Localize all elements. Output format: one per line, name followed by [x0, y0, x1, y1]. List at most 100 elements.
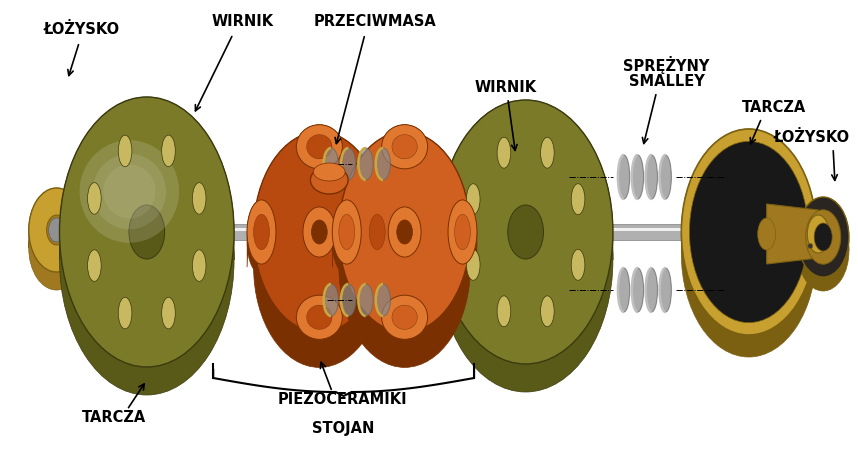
Ellipse shape	[296, 295, 342, 339]
Polygon shape	[247, 200, 276, 267]
Ellipse shape	[376, 284, 390, 316]
Ellipse shape	[497, 296, 511, 327]
Text: TARCZA: TARCZA	[82, 411, 146, 425]
Ellipse shape	[807, 244, 813, 249]
Ellipse shape	[660, 268, 671, 312]
Ellipse shape	[455, 214, 470, 250]
Ellipse shape	[29, 188, 84, 272]
Ellipse shape	[690, 141, 808, 323]
Ellipse shape	[376, 148, 390, 180]
Polygon shape	[29, 188, 84, 248]
Text: ŁOŻYSKO: ŁOŻYSKO	[43, 23, 119, 38]
Text: ŁOŻYSKO: ŁOŻYSKO	[773, 131, 849, 145]
Text: SPRĘŻYNY: SPRĘŻYNY	[623, 56, 710, 74]
Ellipse shape	[323, 284, 338, 316]
Ellipse shape	[103, 164, 155, 219]
Ellipse shape	[88, 182, 101, 214]
Ellipse shape	[508, 205, 543, 259]
Ellipse shape	[646, 268, 657, 312]
Ellipse shape	[46, 215, 66, 245]
Polygon shape	[448, 200, 477, 267]
Ellipse shape	[341, 284, 356, 316]
Polygon shape	[438, 100, 613, 260]
Ellipse shape	[681, 151, 816, 357]
Ellipse shape	[161, 297, 175, 329]
Ellipse shape	[311, 220, 327, 244]
Ellipse shape	[660, 155, 671, 199]
Ellipse shape	[797, 197, 849, 277]
Ellipse shape	[93, 154, 166, 229]
Ellipse shape	[254, 131, 385, 332]
Polygon shape	[681, 129, 816, 254]
Polygon shape	[296, 125, 342, 182]
Ellipse shape	[332, 200, 361, 264]
Ellipse shape	[118, 135, 132, 167]
Ellipse shape	[758, 218, 776, 250]
Ellipse shape	[392, 135, 417, 159]
Ellipse shape	[363, 200, 392, 264]
Ellipse shape	[247, 200, 276, 264]
Ellipse shape	[363, 211, 392, 275]
Ellipse shape	[129, 205, 165, 259]
Polygon shape	[30, 224, 823, 240]
Ellipse shape	[341, 148, 356, 180]
Ellipse shape	[59, 97, 234, 367]
Ellipse shape	[571, 184, 585, 215]
Ellipse shape	[296, 125, 342, 169]
Ellipse shape	[296, 306, 342, 350]
Ellipse shape	[339, 214, 354, 250]
Ellipse shape	[396, 220, 413, 244]
Polygon shape	[30, 228, 823, 231]
Polygon shape	[813, 227, 819, 241]
Ellipse shape	[192, 250, 206, 282]
Text: WIRNIK: WIRNIK	[212, 14, 274, 30]
Ellipse shape	[161, 135, 175, 167]
Ellipse shape	[467, 250, 480, 280]
Ellipse shape	[807, 215, 829, 253]
Ellipse shape	[382, 135, 427, 179]
Ellipse shape	[80, 140, 179, 243]
Ellipse shape	[797, 211, 849, 291]
Ellipse shape	[382, 306, 427, 350]
Ellipse shape	[247, 211, 276, 275]
Ellipse shape	[814, 223, 832, 251]
Polygon shape	[767, 204, 819, 264]
Polygon shape	[59, 97, 234, 260]
Ellipse shape	[497, 138, 511, 168]
Ellipse shape	[29, 206, 84, 290]
Text: PRZECIWMASA: PRZECIWMASA	[313, 14, 436, 30]
Ellipse shape	[88, 250, 101, 282]
Ellipse shape	[254, 167, 385, 368]
Ellipse shape	[382, 125, 427, 169]
Ellipse shape	[313, 163, 345, 181]
Ellipse shape	[438, 128, 613, 392]
Ellipse shape	[323, 148, 338, 180]
Ellipse shape	[359, 148, 373, 180]
Polygon shape	[382, 295, 427, 352]
Ellipse shape	[438, 100, 613, 364]
Ellipse shape	[646, 155, 657, 199]
Ellipse shape	[448, 200, 477, 264]
Ellipse shape	[339, 131, 470, 332]
Polygon shape	[382, 125, 427, 182]
Ellipse shape	[253, 214, 269, 250]
Ellipse shape	[631, 268, 644, 312]
Ellipse shape	[618, 155, 630, 199]
Text: STOJAN: STOJAN	[312, 420, 375, 436]
Polygon shape	[339, 132, 470, 267]
Ellipse shape	[59, 125, 234, 395]
Ellipse shape	[303, 207, 335, 257]
Ellipse shape	[339, 167, 470, 368]
Ellipse shape	[448, 211, 477, 275]
Text: TARCZA: TARCZA	[741, 100, 806, 115]
Ellipse shape	[806, 210, 841, 264]
Ellipse shape	[311, 166, 348, 194]
Text: SMALLEY: SMALLEY	[629, 75, 704, 89]
Polygon shape	[363, 200, 392, 267]
Polygon shape	[296, 295, 342, 352]
Polygon shape	[797, 197, 849, 251]
Ellipse shape	[369, 214, 385, 250]
Ellipse shape	[306, 135, 332, 159]
Ellipse shape	[359, 284, 373, 316]
Text: PIEZOCERAMIKI: PIEZOCERAMIKI	[277, 393, 407, 407]
